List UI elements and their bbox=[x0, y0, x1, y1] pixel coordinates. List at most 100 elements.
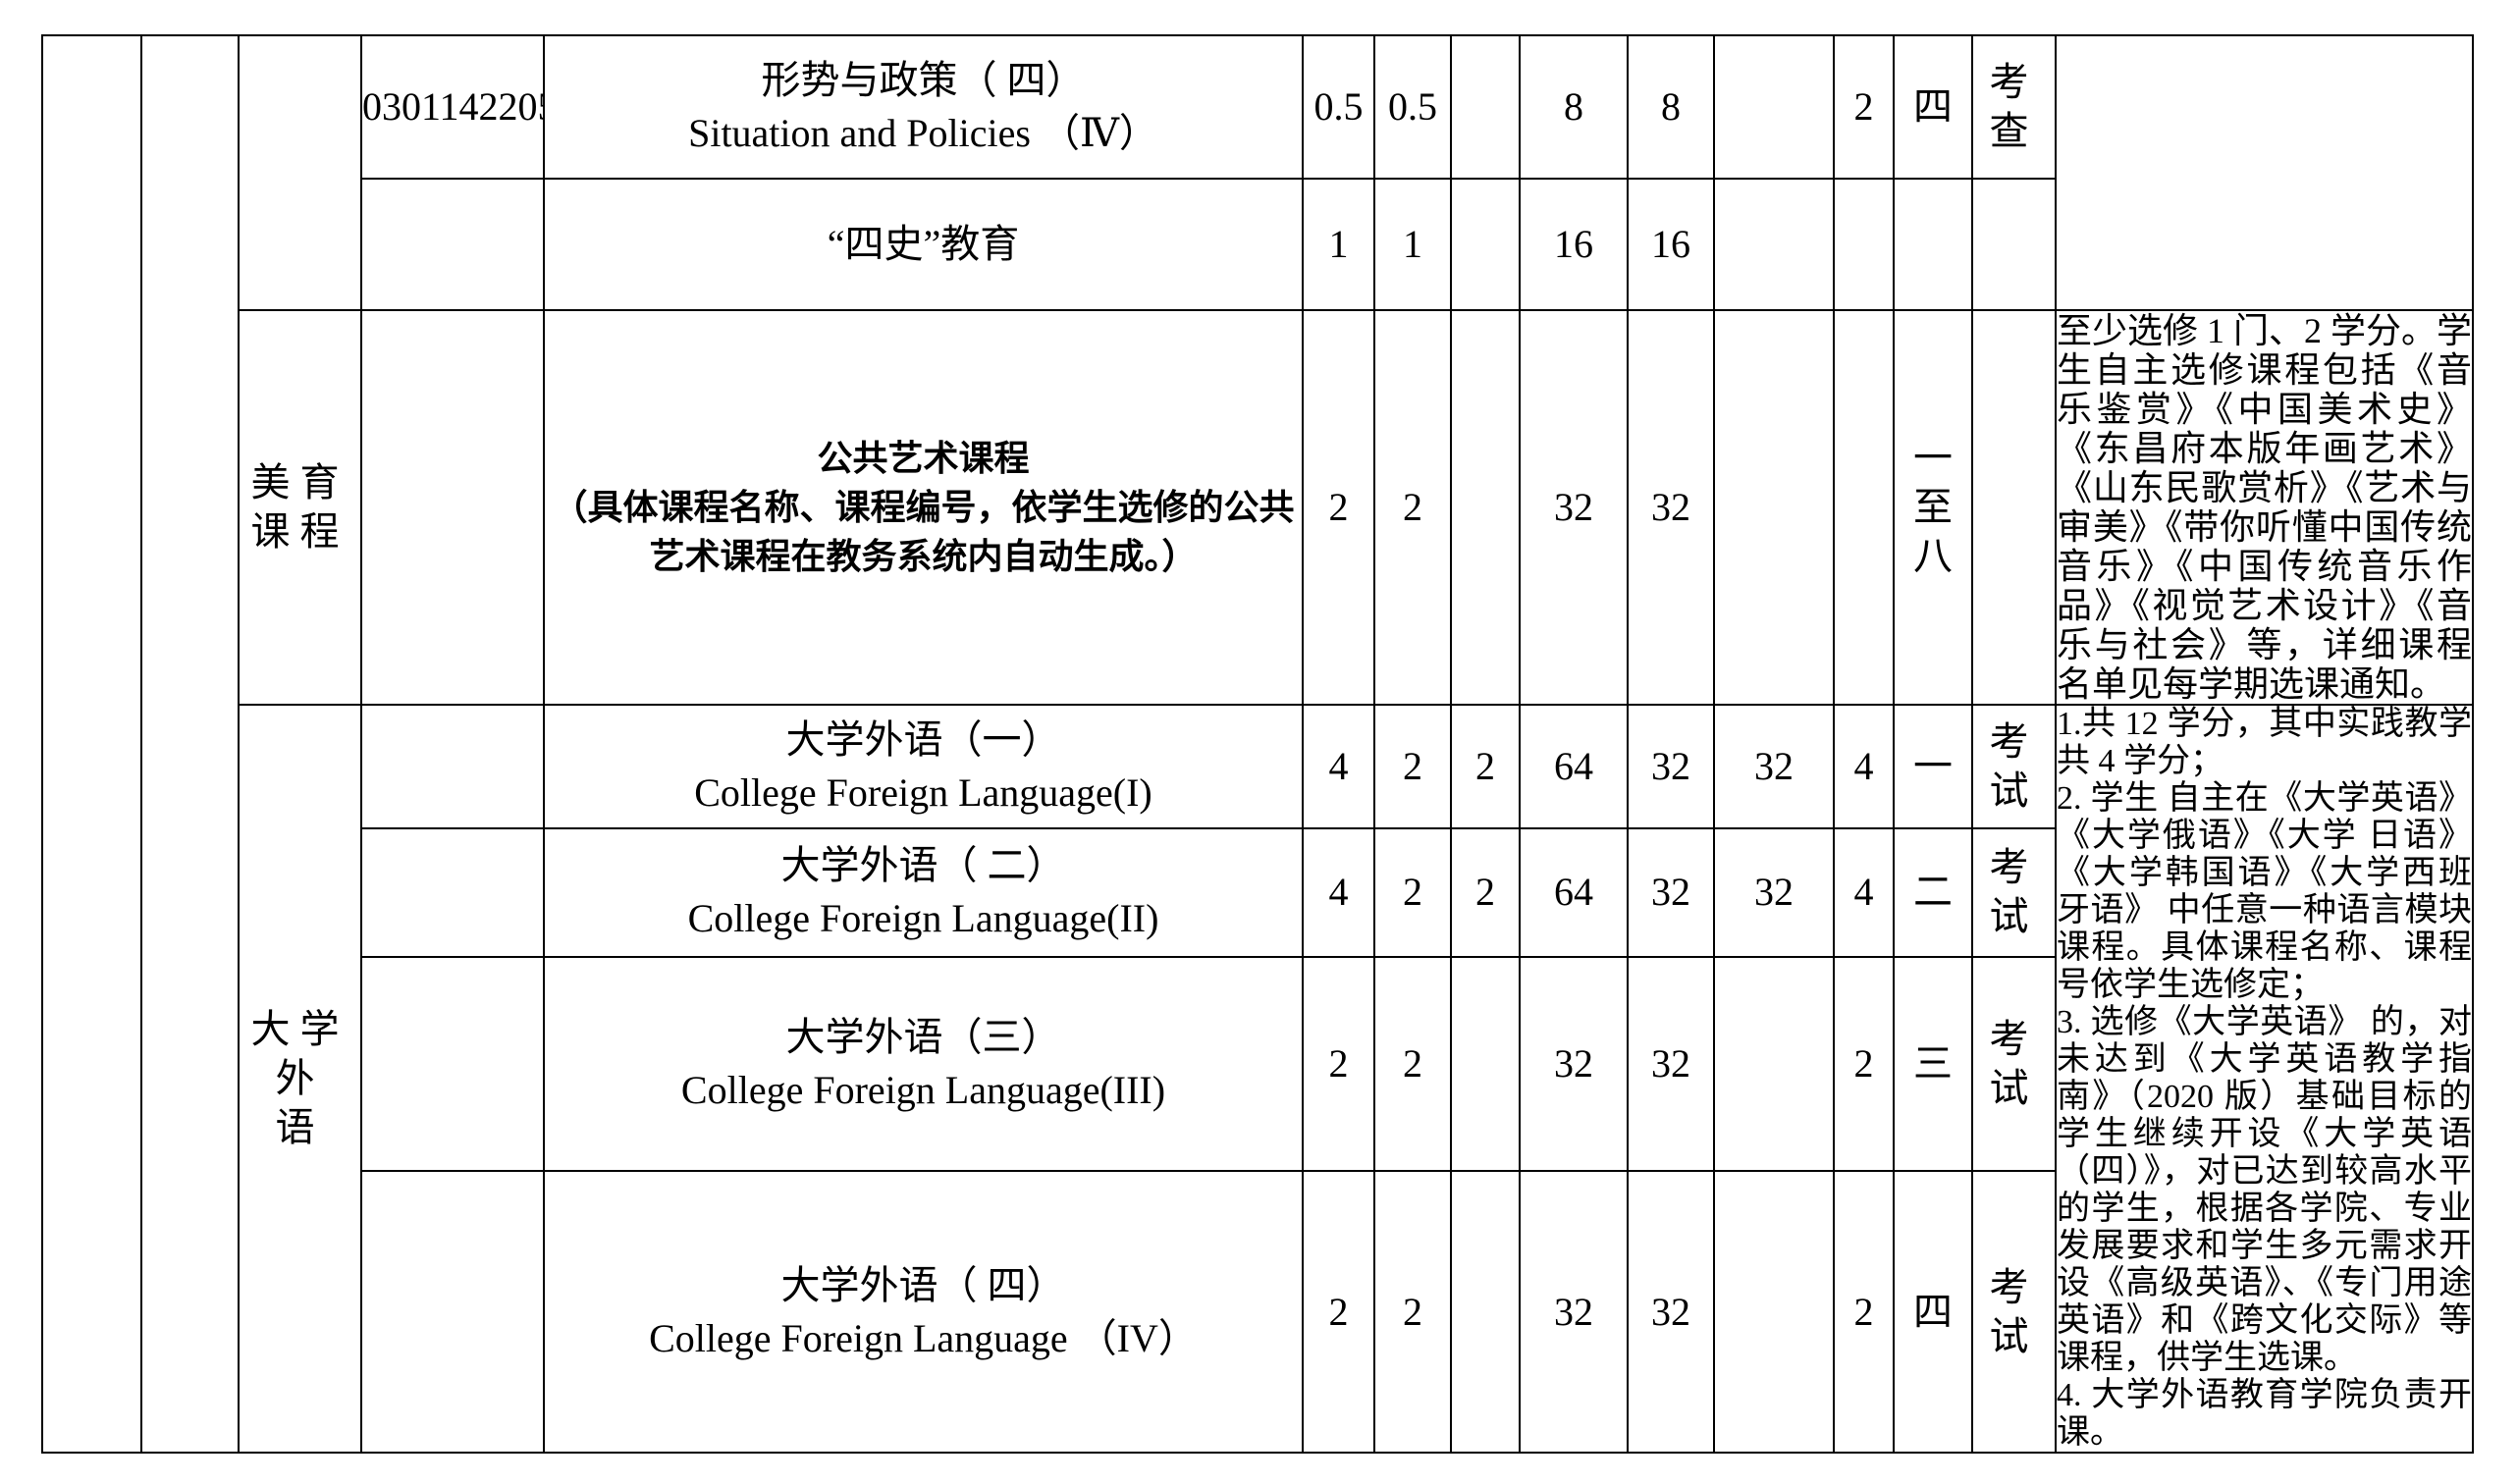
value-cell: 2 bbox=[1373, 826, 1452, 958]
remark-item: 2. 学生 自主在《大学英语》《大学俄语》《大学 日语》《大学韩国语》《大学西班… bbox=[2057, 780, 2472, 1003]
course-title: “四史”教育 bbox=[827, 222, 1020, 266]
course-code-cell: 0301142205 bbox=[360, 34, 545, 180]
value-cell bbox=[1713, 1170, 1835, 1454]
total-hours-cell: 64 bbox=[1519, 704, 1629, 829]
course-subtitle: College Foreign Language(III) bbox=[680, 1067, 1166, 1112]
value-cell bbox=[1713, 178, 1835, 311]
course-code-cell bbox=[360, 178, 545, 311]
course-name-cell: 公共艺术课程 （具体课程名称、课程编号，依学生选修的公共艺术课程在教务系统内自动… bbox=[543, 309, 1304, 706]
remark-text: 至少选修 1 门、2 学分。学生自主选修课程包括《音乐鉴赏》《中国美术史》《东昌… bbox=[2057, 311, 2473, 704]
value-cell: 2 bbox=[1373, 955, 1452, 1173]
course-subtitle: College Foreign Language(I) bbox=[694, 769, 1152, 815]
category-cell-art: 美育 课程 bbox=[238, 309, 362, 706]
value-cell: 16 bbox=[1627, 178, 1715, 311]
course-code-cell bbox=[360, 955, 545, 1173]
semester-cell: 一 bbox=[1893, 704, 1973, 829]
value-cell bbox=[1450, 34, 1521, 180]
value-cell bbox=[1713, 34, 1835, 180]
remarks-cell-foreign-language: 1.共 12 学分，其中实践教学共 4 学分； 2. 学生 自主在《大学英语》《… bbox=[2055, 704, 2474, 1454]
remark-item: 3. 选修《大学英语》 的，对未达到《大学英语教学指南》（2020 版）基础目标… bbox=[2057, 1004, 2472, 1376]
course-name-cell: 大学外语（三） College Foreign Language(III) bbox=[543, 955, 1304, 1173]
value-cell: 2 bbox=[1373, 704, 1452, 829]
course-name-cell: 大学外语（一） College Foreign Language(I) bbox=[543, 704, 1304, 829]
course-title: 公共艺术课程 bbox=[817, 439, 1030, 478]
semester-cell: 四 bbox=[1893, 1170, 1973, 1454]
total-hours-cell: 32 bbox=[1519, 309, 1629, 706]
semester-cell: 二 bbox=[1893, 826, 1973, 958]
value-cell: 32 bbox=[1627, 309, 1715, 706]
total-hours-cell: 32 bbox=[1519, 955, 1629, 1173]
value-cell: 32 bbox=[1627, 826, 1715, 958]
weekly-hours-cell: 2 bbox=[1833, 1170, 1895, 1454]
assessment-cell bbox=[1971, 309, 2057, 706]
course-code-cell bbox=[360, 1170, 545, 1454]
credits-cell: 1 bbox=[1302, 178, 1375, 311]
remark-item: 4. 大学外语教育学院负责开课。 bbox=[2057, 1377, 2472, 1451]
value-cell: 8 bbox=[1627, 34, 1715, 180]
weekly-hours-cell: 2 bbox=[1833, 955, 1895, 1173]
course-title: 大学外语（一） bbox=[785, 716, 1061, 762]
remark-item: 1.共 12 学分，其中实践教学共 4 学分； bbox=[2057, 706, 2472, 779]
remarks-cell-empty bbox=[2055, 34, 2474, 311]
left-margin-cell-2 bbox=[140, 34, 240, 1454]
course-code-cell bbox=[360, 309, 545, 706]
value-cell: 0.5 bbox=[1373, 34, 1452, 180]
semester-cell: 四 bbox=[1893, 34, 1973, 180]
value-cell: 32 bbox=[1713, 704, 1835, 829]
assessment-cell: 考试 bbox=[1971, 1170, 2057, 1454]
total-hours-cell: 32 bbox=[1519, 1170, 1629, 1454]
value-cell: 2 bbox=[1373, 1170, 1452, 1454]
value-cell bbox=[1713, 955, 1835, 1173]
weekly-hours-cell bbox=[1833, 309, 1895, 706]
total-hours-cell: 64 bbox=[1519, 826, 1629, 958]
credits-cell: 0.5 bbox=[1302, 34, 1375, 180]
course-title: 大学外语（三） bbox=[785, 1014, 1061, 1059]
credits-cell: 4 bbox=[1302, 704, 1375, 829]
course-subtitle: （具体课程名称、课程编号，依学生选修的公共艺术课程在教务系统内自动生成。） bbox=[552, 488, 1295, 576]
assessment-cell bbox=[1971, 178, 2057, 311]
value-cell bbox=[1450, 1170, 1521, 1454]
value-cell bbox=[1450, 955, 1521, 1173]
value-cell bbox=[1450, 309, 1521, 706]
curriculum-table: 0301142205 形势与政策（ 四） Situation and Polic… bbox=[41, 34, 2474, 1454]
course-name-cell: 大学外语（ 二） College Foreign Language(II) bbox=[543, 826, 1304, 958]
category-cell-foreign-language: 大学外 语 bbox=[238, 704, 362, 1454]
value-cell: 2 bbox=[1373, 309, 1452, 706]
assessment-cell: 考查 bbox=[1971, 34, 2057, 180]
course-subtitle: Situation and Policies （Ⅳ） bbox=[688, 111, 1158, 155]
course-code-cell bbox=[360, 704, 545, 829]
value-cell: 2 bbox=[1450, 826, 1521, 958]
value-cell: 2 bbox=[1450, 704, 1521, 829]
course-title: 形势与政策（ 四） bbox=[761, 58, 1086, 102]
total-hours-cell: 16 bbox=[1519, 178, 1629, 311]
credits-cell: 2 bbox=[1302, 309, 1375, 706]
semester-cell: 一至 八 bbox=[1893, 309, 1973, 706]
value-cell: 32 bbox=[1713, 826, 1835, 958]
weekly-hours-cell: 2 bbox=[1833, 34, 1895, 180]
course-name-cell: “四史”教育 bbox=[543, 178, 1304, 311]
course-name-cell: 大学外语（ 四） College Foreign Language （IV） bbox=[543, 1170, 1304, 1454]
category-cell-empty bbox=[238, 34, 362, 311]
course-name-cell: 形势与政策（ 四） Situation and Policies （Ⅳ） bbox=[543, 34, 1304, 180]
course-subtitle: College Foreign Language （IV） bbox=[649, 1315, 1198, 1360]
course-code-cell bbox=[360, 826, 545, 958]
value-cell: 1 bbox=[1373, 178, 1452, 311]
credits-cell: 4 bbox=[1302, 826, 1375, 958]
course-subtitle: College Foreign Language(II) bbox=[687, 896, 1159, 941]
total-hours-cell: 8 bbox=[1519, 34, 1629, 180]
semester-cell: 三 bbox=[1893, 955, 1973, 1173]
assessment-cell: 考试 bbox=[1971, 704, 2057, 829]
remarks-cell-art: 至少选修 1 门、2 学分。学生自主选修课程包括《音乐鉴赏》《中国美术史》《东昌… bbox=[2055, 309, 2474, 706]
value-cell: 32 bbox=[1627, 704, 1715, 829]
value-cell bbox=[1713, 309, 1835, 706]
value-cell: 32 bbox=[1627, 955, 1715, 1173]
credits-cell: 2 bbox=[1302, 955, 1375, 1173]
weekly-hours-cell: 4 bbox=[1833, 704, 1895, 829]
course-title: 大学外语（ 四） bbox=[780, 1262, 1066, 1307]
credits-cell: 2 bbox=[1302, 1170, 1375, 1454]
semester-cell bbox=[1893, 178, 1973, 311]
assessment-cell: 考试 bbox=[1971, 955, 2057, 1173]
value-cell bbox=[1450, 178, 1521, 311]
value-cell: 32 bbox=[1627, 1170, 1715, 1454]
course-title: 大学外语（ 二） bbox=[780, 843, 1066, 888]
